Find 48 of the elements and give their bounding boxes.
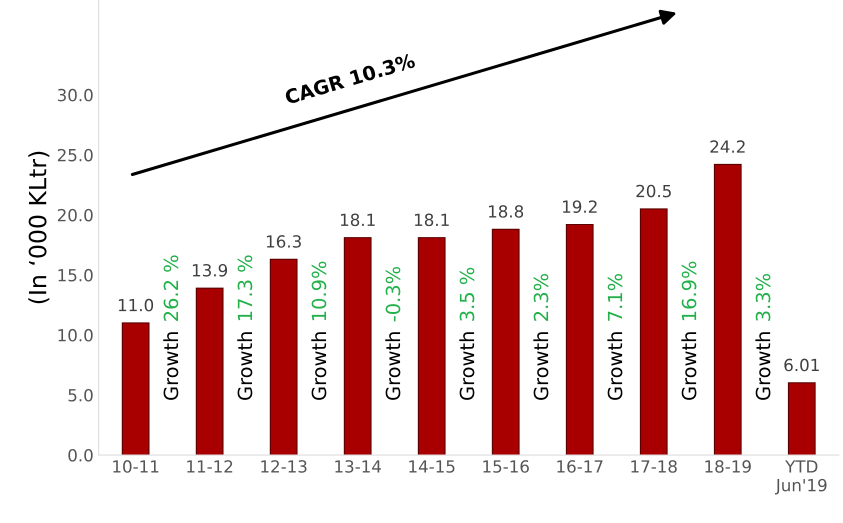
- bar: [714, 164, 742, 456]
- data-label: 6.01: [784, 358, 819, 372]
- annotation: Growth 26.2 %: [163, 255, 178, 400]
- annotation: Growth 3.5 %: [459, 268, 474, 400]
- annotation: Growth 2.3%: [533, 274, 548, 400]
- data-label: 18.1: [340, 214, 375, 226]
- y-tick-label: 25.0: [58, 148, 93, 162]
- x-tick-label: 13-14: [335, 460, 381, 473]
- y-tick-label: 0.0: [68, 448, 93, 462]
- y-tick-label: 15.0: [58, 268, 93, 282]
- x-tick-label: 17-18: [631, 460, 677, 473]
- y-tick-label: 10.0: [58, 328, 93, 342]
- x-tick-label: 18-19: [705, 460, 751, 473]
- annotation: Growth 10.9%: [311, 262, 326, 400]
- annotation: Growth 7.1%: [607, 274, 622, 400]
- x-tick-label: 11-12: [187, 460, 232, 473]
- x-tick-label: 10-11: [113, 460, 158, 473]
- x-tick-label: 15-16: [483, 460, 529, 473]
- annotation: Growth -0.3%: [385, 266, 400, 400]
- x-tick-label: 14-15: [409, 460, 454, 473]
- x-tick-label: 12-13: [261, 460, 307, 473]
- bar: [270, 258, 298, 456]
- y-tick-label: 5.0: [68, 388, 93, 402]
- y-tick-label: 30.0: [58, 88, 93, 102]
- bar: [344, 237, 372, 456]
- annotation: Growth 17.3 %: [237, 255, 252, 400]
- bar: [788, 382, 816, 456]
- data-label: 13.9: [192, 264, 228, 277]
- data-label: 16.3: [266, 235, 301, 248]
- data-label: 20.5: [636, 184, 671, 198]
- bar: [418, 237, 446, 456]
- y-axis-title: (In ‘000 KLtr): [28, 152, 50, 304]
- bar: [566, 224, 594, 456]
- bar: [640, 208, 668, 456]
- annotation: Growth 3.3%: [755, 274, 770, 400]
- bar: [492, 228, 520, 456]
- data-label: 11.0: [118, 298, 154, 312]
- x-tick-label: YTD Jun'19: [775, 460, 827, 495]
- data-label: 19.2: [563, 200, 597, 213]
- bar: [122, 322, 150, 456]
- data-label: 24.2: [710, 140, 745, 153]
- x-tick-label: 16-17: [557, 460, 603, 473]
- annotation: Growth 16.9%: [681, 262, 696, 400]
- data-label: 18.1: [414, 214, 449, 226]
- data-label: 18.8: [488, 205, 524, 218]
- bar: [196, 288, 224, 456]
- y-tick-label: 20.0: [58, 208, 93, 222]
- annotation: CAGR 10.3%: [284, 52, 416, 105]
